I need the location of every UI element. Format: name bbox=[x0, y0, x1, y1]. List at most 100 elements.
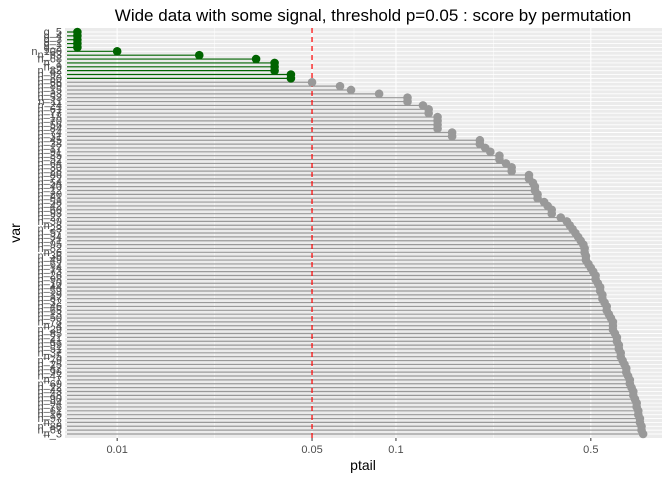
y-tick-label: n_90 bbox=[38, 394, 62, 406]
y-tick-label: n_68 bbox=[38, 54, 62, 66]
y-tick-label: n_81 bbox=[38, 193, 62, 205]
y-tick-label: n_44 bbox=[38, 282, 62, 294]
y-tick-label: n_29 bbox=[38, 324, 62, 336]
y-tick-label: n_50 bbox=[38, 313, 62, 325]
y-tick-label: n_43 bbox=[38, 386, 62, 398]
y-tick-label: n_38 bbox=[38, 139, 62, 151]
y-tick-label: n_28 bbox=[38, 166, 62, 178]
y-tick-label: n_36 bbox=[38, 251, 62, 263]
x-tick-label: 0.01 bbox=[106, 444, 127, 456]
y-tick-label: n_33 bbox=[38, 88, 62, 100]
y-tick-label: g_5 bbox=[44, 27, 62, 39]
y-tick-label: n_10 bbox=[38, 278, 62, 290]
y-tick-label: n_69 bbox=[38, 378, 62, 390]
y-tick-label: n_89 bbox=[38, 81, 62, 93]
y-tick-label: n_79 bbox=[38, 355, 62, 367]
y-tick-label: n_73 bbox=[38, 266, 62, 278]
y-tick-label: n_18 bbox=[38, 112, 62, 124]
y-tick-labels: g_5g_4g_3g_1g_2n_100n_63n_68n_1n_9n_82n_… bbox=[31, 27, 62, 441]
y-tick-label: n_20 bbox=[38, 189, 62, 201]
y-tick-label: n_71 bbox=[38, 235, 62, 247]
y-tick-label: n_53 bbox=[38, 92, 62, 104]
lollipop-point bbox=[194, 50, 204, 60]
lollipop-point bbox=[270, 66, 279, 75]
y-tick-label: n_91 bbox=[38, 146, 62, 158]
x-tick-labels: 0.01 0.05 0.1 0.5 bbox=[106, 438, 598, 456]
lollipop-stems bbox=[67, 31, 644, 435]
y-tick-label: n_17 bbox=[38, 142, 62, 154]
lollipop-point bbox=[286, 74, 296, 83]
lollipop-point bbox=[507, 166, 516, 176]
y-tick-label: n_8 bbox=[44, 220, 62, 232]
y-tick-label: n_35 bbox=[38, 150, 62, 162]
lollipop-point bbox=[335, 81, 345, 91]
y-tick-label: n_64 bbox=[38, 158, 62, 170]
y-tick-label: n_12 bbox=[38, 185, 62, 197]
y-tick-label: n_82 bbox=[38, 243, 62, 255]
y-tick-label: n_98 bbox=[38, 274, 62, 286]
y-tick-label: n_2 bbox=[44, 417, 62, 429]
lollipop-point bbox=[495, 155, 504, 164]
y-tick-label: n_77 bbox=[38, 108, 62, 120]
y-tick-label: n_45 bbox=[38, 135, 62, 147]
y-tick-label: n_63 bbox=[38, 50, 62, 62]
y-tick-label: n_30 bbox=[38, 162, 62, 174]
y-tick-label: n_16 bbox=[38, 409, 62, 421]
y-tick-label: n_6 bbox=[44, 247, 62, 259]
y-tick-label: n_13 bbox=[38, 309, 62, 321]
y-tick-label: g_2 bbox=[44, 42, 62, 54]
y-tick-label: n_42 bbox=[38, 200, 62, 212]
y-tick-label: n_3 bbox=[44, 429, 62, 441]
lollipop-point bbox=[433, 124, 442, 133]
y-tick-label: n_47 bbox=[38, 371, 62, 383]
y-tick-label: n_78 bbox=[38, 316, 62, 328]
y-tick-label: g_4 bbox=[44, 30, 62, 42]
y-tick-label: n_62 bbox=[38, 258, 62, 270]
y-tick-label: n_14 bbox=[38, 262, 62, 274]
y-tick-label: n_61 bbox=[38, 104, 62, 116]
x-tick-label: 0.1 bbox=[388, 444, 403, 456]
y-tick-label: n_26 bbox=[38, 270, 62, 282]
y-tick-label: n_7 bbox=[44, 374, 62, 386]
lollipop-point bbox=[424, 108, 433, 118]
y-tick-label: n_99 bbox=[38, 340, 62, 352]
y-tick-label: n_87 bbox=[38, 293, 62, 305]
lollipop-point bbox=[73, 43, 82, 52]
y-tick-label: n_31 bbox=[38, 131, 62, 143]
y-tick-label: n_82 bbox=[38, 65, 62, 77]
y-tick-label: n_47 bbox=[38, 363, 62, 375]
lollipop-point bbox=[533, 193, 542, 203]
lollipop-point bbox=[403, 97, 412, 106]
y-tick-label: n_11 bbox=[38, 96, 62, 108]
y-tick-label: g_1 bbox=[44, 38, 62, 50]
y-tick-label: n_56 bbox=[38, 119, 62, 131]
y-tick-label: n_97 bbox=[38, 413, 62, 425]
lollipop-point bbox=[251, 54, 261, 64]
y-tick-label: n_27 bbox=[38, 212, 62, 224]
lollipop-point bbox=[486, 147, 495, 157]
y-tick-label: n_22 bbox=[38, 382, 62, 394]
lollipop-point bbox=[638, 429, 648, 439]
y-tick-label: n_21 bbox=[38, 332, 62, 344]
lollipop-point bbox=[547, 209, 557, 218]
y-tick-label: n_49 bbox=[38, 255, 62, 267]
y-tick-label: n_67 bbox=[38, 425, 62, 437]
lollipop-point bbox=[112, 47, 122, 56]
lollipop-points bbox=[73, 27, 648, 439]
lollipop-point bbox=[374, 89, 384, 99]
y-tick-label: n_76 bbox=[38, 401, 62, 413]
y-tick-label: n_86 bbox=[38, 170, 62, 182]
y-tick-label: n_48 bbox=[38, 390, 62, 402]
y-tick-label: n_80 bbox=[38, 73, 62, 85]
y-tick-label: n_96 bbox=[38, 367, 62, 379]
y-tick-label: n_32 bbox=[38, 297, 62, 309]
y-tick-label: n_34 bbox=[38, 231, 62, 243]
y-tick-label: n_59 bbox=[38, 285, 62, 297]
lollipop-point bbox=[447, 132, 457, 141]
y-tick-label: n_57 bbox=[38, 228, 62, 240]
y-tick-label: n_15 bbox=[38, 84, 62, 96]
y-tick-label: n_61 bbox=[38, 405, 62, 417]
lollipop-point bbox=[307, 77, 317, 87]
y-tick-label: n_41 bbox=[38, 336, 62, 348]
